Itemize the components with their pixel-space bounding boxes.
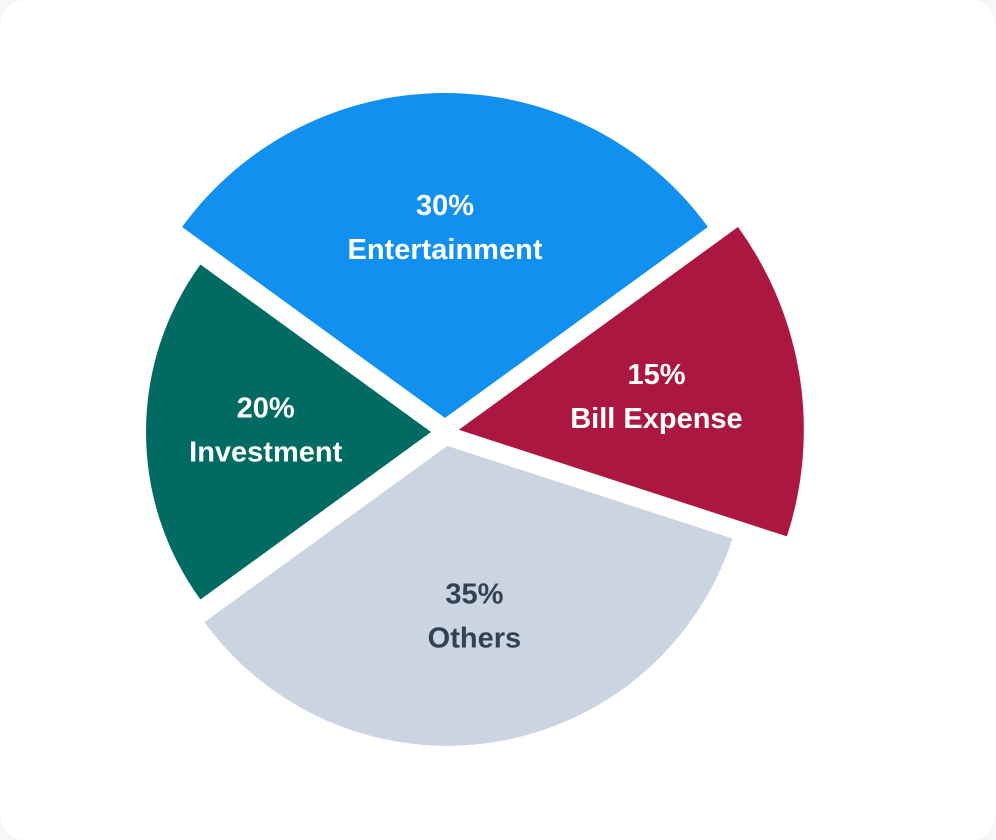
slice-value-label: 20% [237,393,295,425]
slice-value-label: 30% [416,190,474,222]
slice-value-label: 35% [445,578,503,610]
pie-slice [145,264,431,600]
slice-category-label: Others [428,622,521,654]
slice-value-label: 15% [627,359,685,391]
pie-slice [458,227,804,537]
pie-slice [204,445,733,746]
slice-category-label: Bill Expense [570,403,742,435]
pie-slice [182,92,708,418]
slice-category-label: Entertainment [348,234,543,266]
slice-category-label: Investment [189,437,342,469]
